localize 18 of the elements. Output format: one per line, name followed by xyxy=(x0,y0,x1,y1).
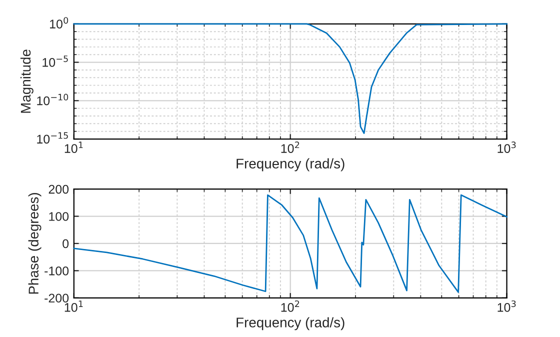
y-axis-title: Phase (degrees) xyxy=(28,193,42,294)
x-tick-label: 10$^{3}$ xyxy=(498,142,516,153)
y-tick-label: 10$^{−5}$ xyxy=(42,56,68,67)
x-tick-label: 10$^{2}$ xyxy=(281,300,300,312)
x-axis-title: Frequency (rad/s) xyxy=(236,317,344,330)
y-tick-label: 0 xyxy=(62,239,69,248)
x-tick-label: 10$^{3}$ xyxy=(498,300,516,312)
y-tick-label: -100 xyxy=(44,266,69,276)
y-tick-label: 100 xyxy=(49,212,69,221)
y-tick-label: 10$^{−10}$ xyxy=(37,94,68,106)
y-tick-label: -200 xyxy=(44,294,69,303)
y-tick-label: 200 xyxy=(48,184,69,194)
x-tick-label: 10$^{2}$ xyxy=(281,142,300,153)
x-axis-title: Frequency (rad/s) xyxy=(236,158,344,172)
y-axis-title: Magnitude xyxy=(20,50,34,113)
x-tick-label: 10$^{1}$ xyxy=(64,142,83,153)
y-tick-label: 10$^{−15}$ xyxy=(37,132,68,144)
y-tick-label: 10$^{0}$ xyxy=(50,17,68,28)
